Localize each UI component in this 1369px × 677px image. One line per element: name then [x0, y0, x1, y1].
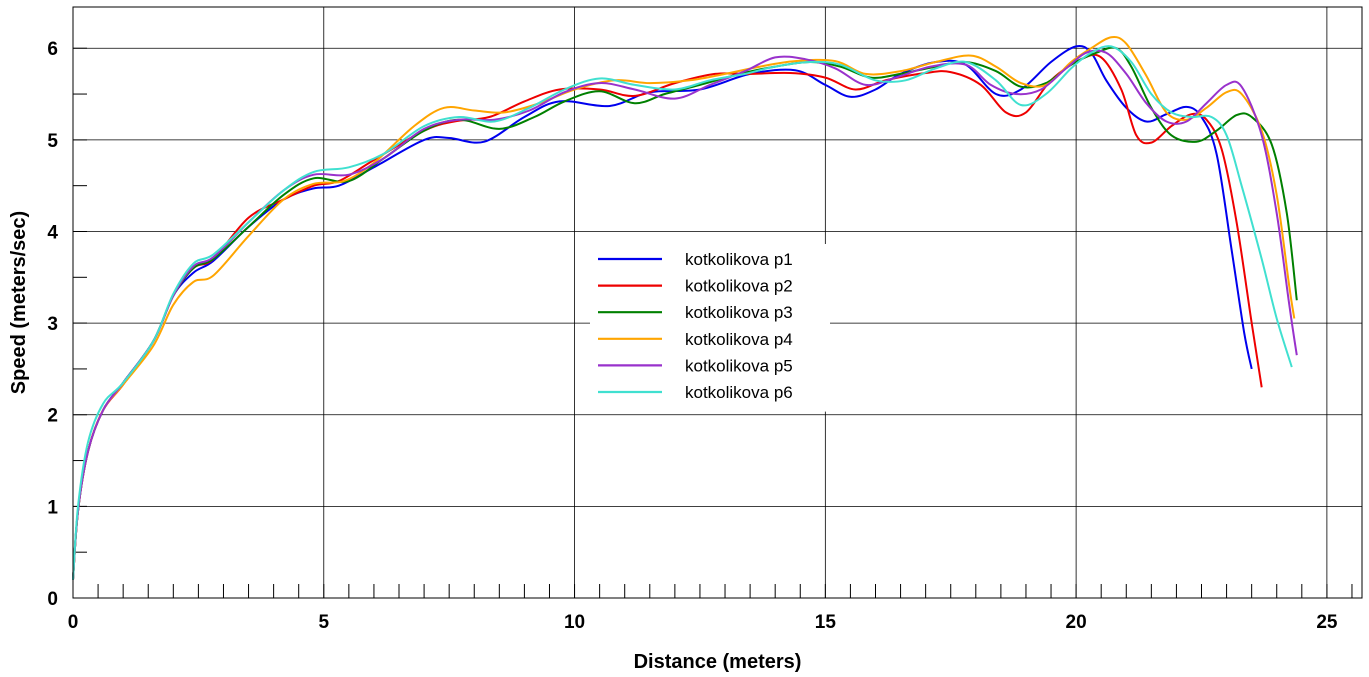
x-tick-label: 5	[318, 612, 329, 633]
y-tick-label: 3	[47, 314, 58, 335]
legend-label: kotkolikova p3	[685, 303, 793, 322]
y-tick-label: 4	[47, 222, 58, 243]
y-tick-label: 1	[47, 497, 58, 518]
legend-background	[590, 244, 830, 412]
legend-label: kotkolikova p2	[685, 277, 793, 296]
y-tick-label: 6	[47, 39, 58, 60]
y-tick-label: 5	[47, 131, 58, 152]
y-tick-label: 0	[47, 589, 58, 610]
legend-label: kotkolikova p5	[685, 356, 793, 375]
x-tick-label: 15	[815, 612, 837, 633]
x-tick-label: 25	[1316, 612, 1338, 633]
legend: kotkolikova p1 kotkolikova p2 kotkolikova …	[590, 244, 830, 412]
series-line-p5	[72, 49, 1298, 580]
series-lines	[72, 36, 1298, 580]
minor-ticks	[72, 47, 1353, 599]
grid-lines	[72, 7, 1362, 598]
series-line-p6	[72, 45, 1293, 580]
y-tick-label: 2	[47, 406, 58, 427]
y-axis-title: Speed (meters/sec)	[8, 211, 30, 394]
tick-labels: 0 5 10 15 20 25 0 1 2 3 4 5 6	[47, 39, 1337, 633]
legend-label: kotkolikova p4	[685, 330, 793, 349]
plot-frame	[72, 6, 1363, 599]
x-tick-label: 0	[68, 612, 79, 633]
legend-label: kotkolikova p1	[685, 250, 793, 269]
legend-label: kotkolikova p6	[685, 383, 793, 402]
x-tick-label: 20	[1066, 612, 1087, 633]
x-axis-title: Distance (meters)	[634, 651, 802, 673]
x-tick-label: 10	[564, 612, 585, 633]
